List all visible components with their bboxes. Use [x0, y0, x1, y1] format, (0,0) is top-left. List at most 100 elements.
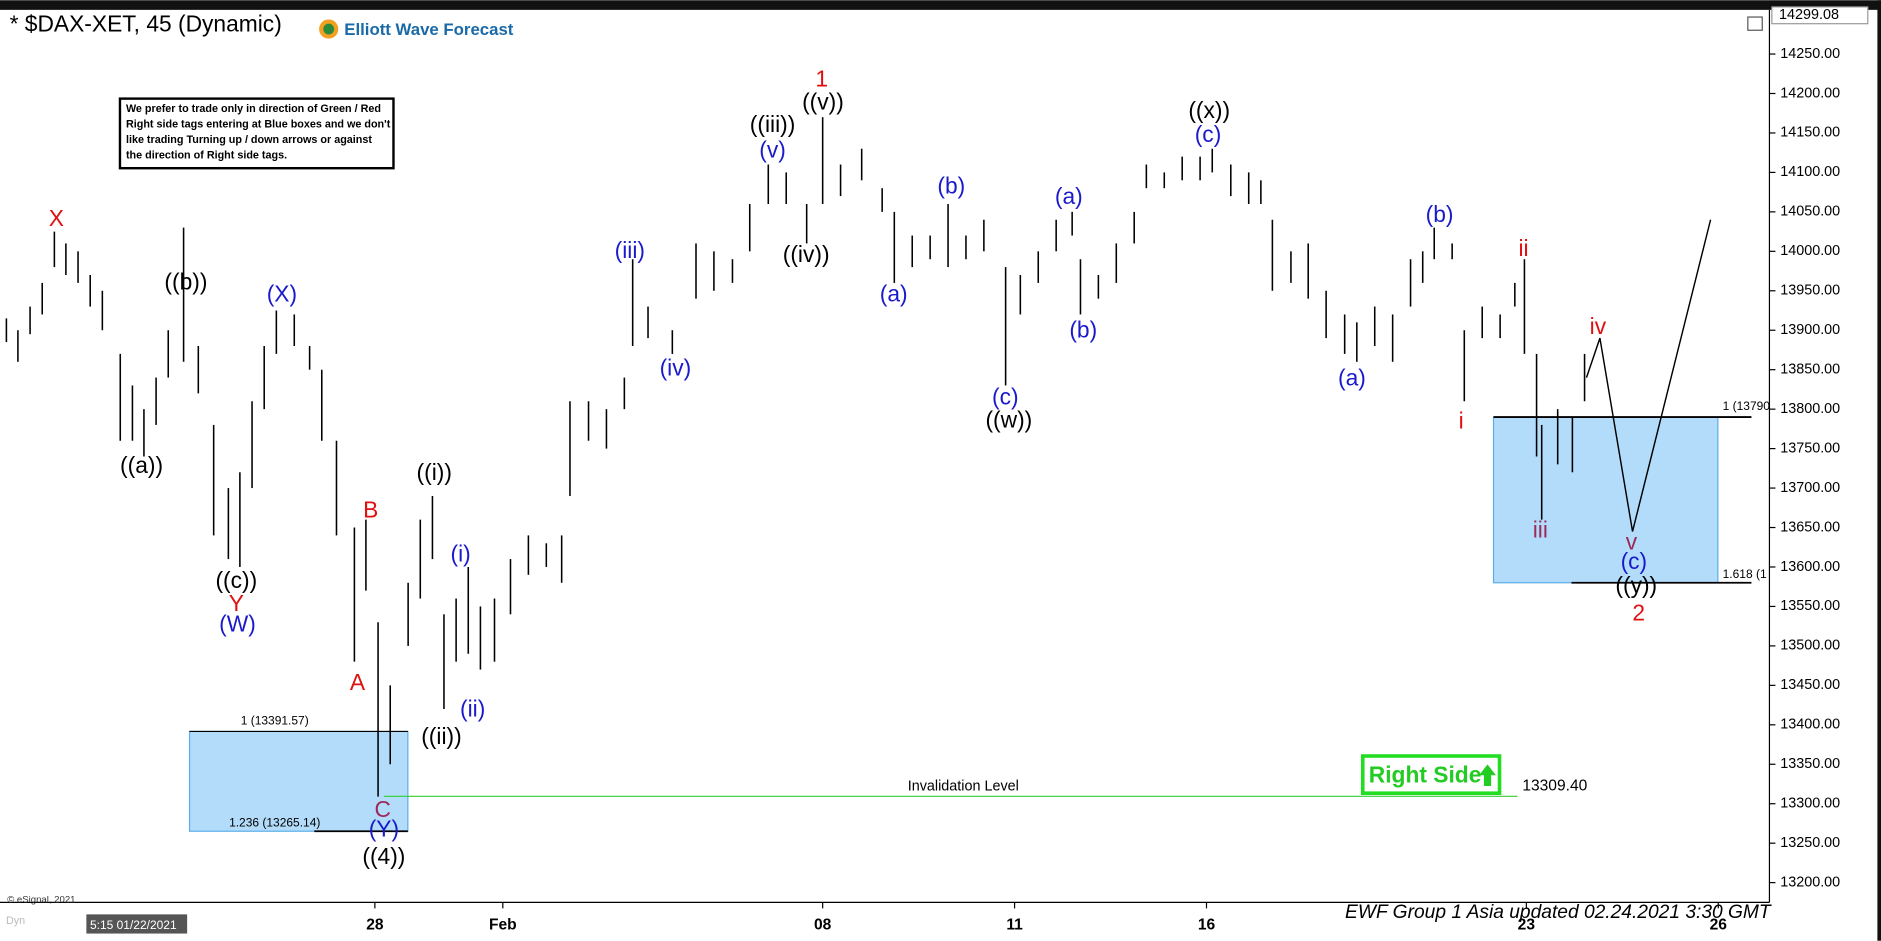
wave-label: i: [1459, 408, 1464, 434]
logo-icon-inner: [323, 23, 335, 35]
y-tick-label: 13250.00: [1780, 835, 1840, 851]
wave-label: ((a)): [120, 452, 163, 478]
y-tick-label: 13400.00: [1780, 717, 1840, 733]
plot: 13200.00 13250.00 13300.00 13350.00 13400.00…: [5, 6, 1869, 933]
y-tick-label: 13700.00: [1780, 480, 1840, 496]
wave-label: (a): [1338, 364, 1366, 390]
x-tick-label: 28: [366, 916, 384, 933]
x-tick-label: 11: [1006, 916, 1023, 933]
y-tick-label: 13900.00: [1780, 322, 1840, 338]
wave-label: ((v)): [802, 88, 844, 114]
x-tick-label: Feb: [489, 916, 517, 933]
y-tick-label: 14200.00: [1780, 85, 1840, 101]
wave-label: (iv): [660, 355, 692, 381]
y-tick-label: 13450.00: [1780, 677, 1840, 693]
wave-label: 1: [815, 66, 828, 92]
right-side-label: Right Side: [1369, 761, 1482, 787]
top-frame: [0, 0, 1881, 10]
y-tick-label: 13350.00: [1780, 756, 1840, 772]
wave-label: (a): [1055, 183, 1083, 209]
wave-label: iii: [1533, 517, 1548, 543]
x-tick-label: 23: [1518, 916, 1536, 933]
wave-label: X: [49, 205, 64, 231]
right-side-arrow: [1479, 764, 1496, 786]
y-tick-label: 14050.00: [1780, 204, 1840, 220]
wave-label: (a): [880, 280, 908, 306]
projection-path: [1585, 219, 1712, 532]
copyright: © eSignal, 2021: [7, 894, 75, 905]
y-tick-label: 13800.00: [1780, 401, 1840, 417]
box-bottom-label: 1.236 (13265.14): [229, 815, 320, 829]
x-tick-label: 08: [814, 916, 832, 933]
target-box: [188, 730, 409, 832]
y-tick-label: 13300.00: [1780, 796, 1840, 812]
wave-label: (c): [1195, 121, 1222, 147]
invalidation-label: Invalidation Level: [908, 778, 1019, 794]
y-tick-label: 13600.00: [1780, 559, 1840, 575]
x-tick-label: 16: [1198, 916, 1216, 933]
wave-label: ((iv)): [783, 241, 830, 267]
wave-label: (W): [219, 610, 256, 636]
right-frame: [1877, 0, 1881, 941]
notice-line: like trading Turning up / down arrows or…: [126, 134, 372, 146]
wave-label: 2: [1632, 599, 1645, 625]
box-bottom-label: 1.618 (1: [1723, 567, 1767, 581]
wave-label: (b): [937, 172, 965, 198]
y-tick-label: 14100.00: [1780, 164, 1840, 180]
wave-label: (v): [759, 136, 786, 162]
wave-label: ((4)): [362, 843, 405, 869]
y-tick-label: 14250.00: [1780, 46, 1840, 62]
wave-label: ((b)): [164, 268, 207, 294]
window-button[interactable]: [1747, 16, 1763, 31]
wave-label: ((iii)): [750, 111, 796, 137]
wave-label: A: [350, 669, 366, 695]
wave-label: ((w)): [985, 406, 1032, 432]
invalidation-value: 13309.40: [1522, 777, 1587, 794]
wave-label: (ii): [460, 695, 485, 721]
notice: We prefer to trade only in direction of …: [126, 103, 391, 162]
wave-label: ((x)): [1188, 97, 1230, 123]
wave-label: (i): [451, 541, 471, 567]
wave-label: Y: [229, 590, 244, 616]
y-tick-label: 14000.00: [1780, 243, 1840, 259]
box-top-label: 1 (13790: [1723, 399, 1771, 413]
wave-label: ((c)): [215, 567, 257, 593]
box-top-label: 1 (13391.57): [241, 713, 309, 727]
x-tick-label: 26: [1710, 916, 1728, 933]
brand: Elliott Wave Forecast: [344, 20, 514, 39]
y-tick-label: 13950.00: [1780, 283, 1840, 299]
wave-label: iv: [1590, 313, 1607, 339]
target-box: [1492, 416, 1719, 584]
wave-label: (X): [267, 280, 297, 306]
wave-label: (c): [992, 384, 1019, 410]
wave-label: v: [1626, 529, 1638, 555]
wave-label: (c): [1621, 548, 1648, 574]
wave-label: C: [374, 796, 390, 822]
notice-box: [118, 97, 395, 170]
start-label-box: [86, 914, 188, 934]
wave-label: (b): [1069, 316, 1097, 342]
right-side-box: [1360, 754, 1502, 795]
wave-label: ((i)): [417, 459, 452, 485]
y-tick-label: 13850.00: [1780, 361, 1840, 377]
wave-label: B: [363, 496, 378, 522]
last-price-label: 14299.08: [1779, 7, 1839, 23]
notice-line: Right side tags entering at Blue boxes a…: [126, 118, 391, 130]
start-label: 5:15 01/22/2021: [90, 918, 177, 932]
y-tick-label: 13750.00: [1780, 440, 1840, 456]
y-tick-label: 13650.00: [1780, 519, 1840, 535]
chart-title: * $DAX-XET, 45 (Dynamic): [10, 10, 282, 36]
y-tick-label: 13550.00: [1780, 598, 1840, 614]
y-tick-label: 14150.00: [1780, 125, 1840, 141]
last-price-box: [1771, 6, 1869, 25]
y-tick-label: 13500.00: [1780, 638, 1840, 654]
wave-label: ((ii)): [421, 723, 461, 749]
notice-line: We prefer to trade only in direction of …: [126, 103, 381, 115]
notice-line: the direction of Right side tags.: [126, 150, 287, 162]
y-tick-label: 13200.00: [1780, 874, 1840, 890]
mode-label: Dyn: [6, 915, 25, 927]
wave-label: ii: [1518, 235, 1528, 261]
wave-label: (iii): [615, 237, 645, 263]
footer: EWF Group 1 Asia updated 02.24.2021 3:30…: [1345, 902, 1772, 923]
wave-label: (Y): [369, 815, 399, 841]
